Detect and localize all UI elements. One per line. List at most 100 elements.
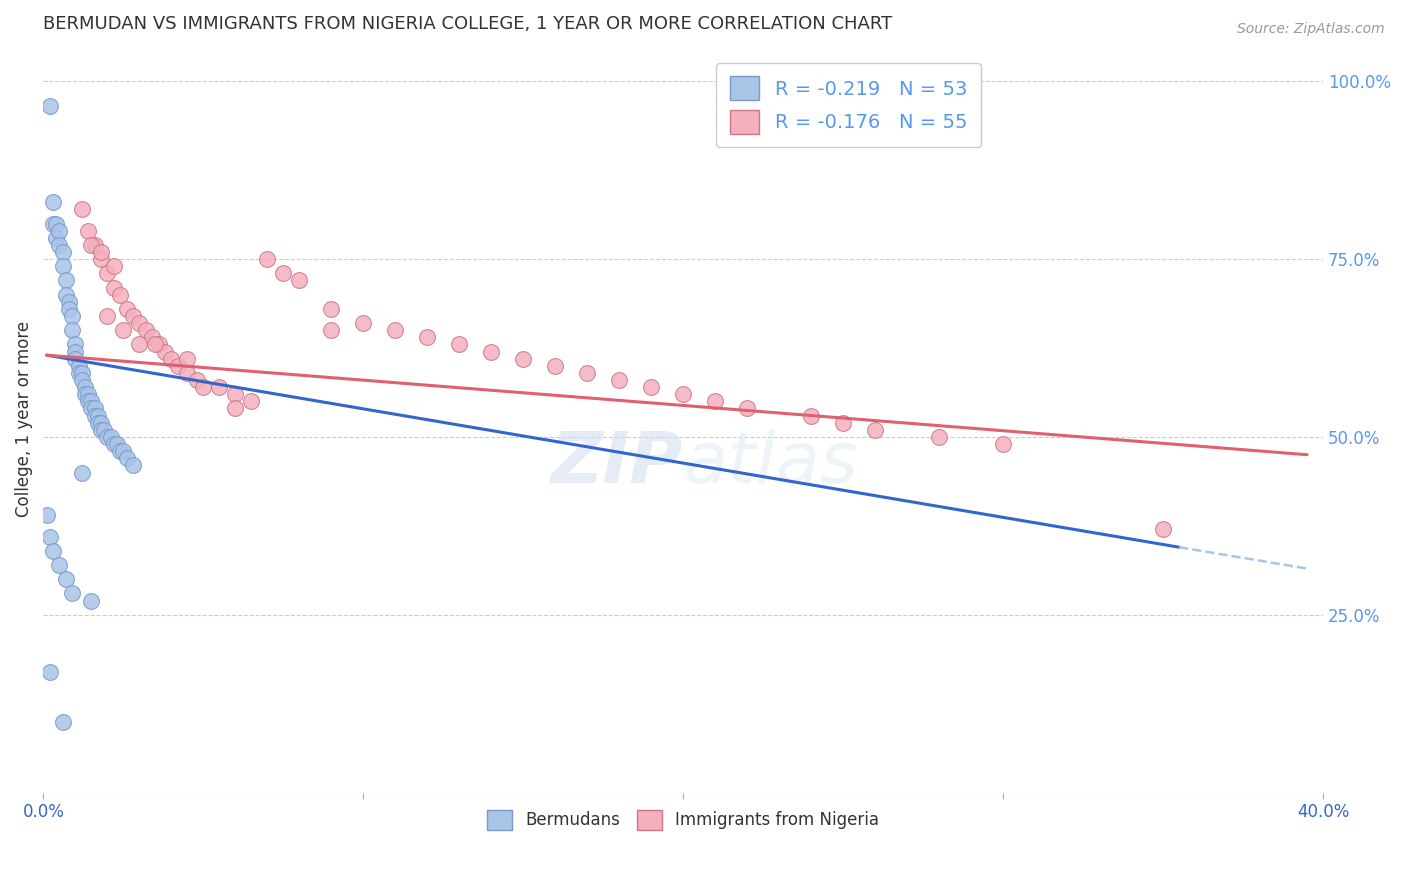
- Point: [90, 244, 112, 259]
- Point: [186, 373, 208, 387]
- Point: [176, 366, 198, 380]
- Point: [321, 301, 343, 316]
- Point: [135, 323, 157, 337]
- Point: [128, 337, 150, 351]
- Point: [45, 231, 67, 245]
- Point: [90, 416, 112, 430]
- Point: [87, 409, 110, 423]
- Point: [52, 714, 75, 729]
- Point: [145, 337, 167, 351]
- Point: [449, 337, 471, 351]
- Point: [55, 572, 77, 586]
- Point: [35, 508, 58, 523]
- Y-axis label: College, 1 year or more: College, 1 year or more: [15, 321, 32, 517]
- Point: [77, 224, 100, 238]
- Point: [112, 323, 135, 337]
- Point: [479, 344, 502, 359]
- Point: [80, 394, 103, 409]
- Point: [42, 195, 65, 210]
- Text: ZIP: ZIP: [551, 429, 683, 499]
- Point: [77, 387, 100, 401]
- Point: [166, 359, 188, 373]
- Point: [832, 416, 855, 430]
- Point: [735, 401, 758, 416]
- Point: [80, 401, 103, 416]
- Point: [67, 366, 90, 380]
- Point: [176, 351, 198, 366]
- Point: [65, 337, 87, 351]
- Point: [48, 238, 70, 252]
- Point: [93, 423, 115, 437]
- Point: [103, 437, 125, 451]
- Point: [108, 287, 131, 301]
- Point: [416, 330, 439, 344]
- Point: [352, 316, 374, 330]
- Point: [193, 380, 215, 394]
- Legend: Bermudans, Immigrants from Nigeria: Bermudans, Immigrants from Nigeria: [481, 803, 886, 837]
- Point: [70, 366, 93, 380]
- Point: [273, 266, 295, 280]
- Point: [208, 380, 231, 394]
- Point: [672, 387, 695, 401]
- Point: [60, 323, 83, 337]
- Point: [141, 330, 163, 344]
- Point: [80, 238, 103, 252]
- Point: [77, 394, 100, 409]
- Point: [100, 430, 122, 444]
- Point: [103, 259, 125, 273]
- Point: [384, 323, 406, 337]
- Point: [73, 387, 96, 401]
- Point: [70, 202, 93, 217]
- Point: [115, 301, 138, 316]
- Point: [83, 401, 105, 416]
- Point: [607, 373, 630, 387]
- Point: [48, 224, 70, 238]
- Point: [256, 252, 278, 266]
- Point: [288, 273, 311, 287]
- Point: [38, 665, 60, 679]
- Text: atlas: atlas: [683, 429, 858, 499]
- Point: [48, 558, 70, 572]
- Point: [58, 301, 80, 316]
- Point: [112, 444, 135, 458]
- Point: [42, 217, 65, 231]
- Point: [45, 217, 67, 231]
- Point: [67, 359, 90, 373]
- Point: [865, 423, 887, 437]
- Point: [38, 530, 60, 544]
- Point: [83, 238, 105, 252]
- Point: [90, 252, 112, 266]
- Point: [52, 259, 75, 273]
- Point: [55, 287, 77, 301]
- Point: [96, 430, 118, 444]
- Point: [128, 316, 150, 330]
- Point: [55, 273, 77, 287]
- Point: [70, 466, 93, 480]
- Point: [512, 351, 534, 366]
- Point: [90, 423, 112, 437]
- Point: [108, 444, 131, 458]
- Point: [928, 430, 950, 444]
- Point: [148, 337, 170, 351]
- Point: [105, 437, 128, 451]
- Point: [1152, 523, 1174, 537]
- Point: [38, 99, 60, 113]
- Point: [640, 380, 662, 394]
- Point: [80, 593, 103, 607]
- Point: [576, 366, 599, 380]
- Point: [96, 266, 118, 280]
- Point: [544, 359, 567, 373]
- Point: [115, 451, 138, 466]
- Point: [60, 586, 83, 600]
- Point: [160, 351, 183, 366]
- Text: Source: ZipAtlas.com: Source: ZipAtlas.com: [1237, 22, 1385, 37]
- Point: [96, 309, 118, 323]
- Point: [73, 380, 96, 394]
- Point: [52, 244, 75, 259]
- Point: [153, 344, 176, 359]
- Point: [42, 543, 65, 558]
- Point: [704, 394, 727, 409]
- Point: [993, 437, 1015, 451]
- Text: BERMUDAN VS IMMIGRANTS FROM NIGERIA COLLEGE, 1 YEAR OR MORE CORRELATION CHART: BERMUDAN VS IMMIGRANTS FROM NIGERIA COLL…: [44, 15, 893, 33]
- Point: [321, 323, 343, 337]
